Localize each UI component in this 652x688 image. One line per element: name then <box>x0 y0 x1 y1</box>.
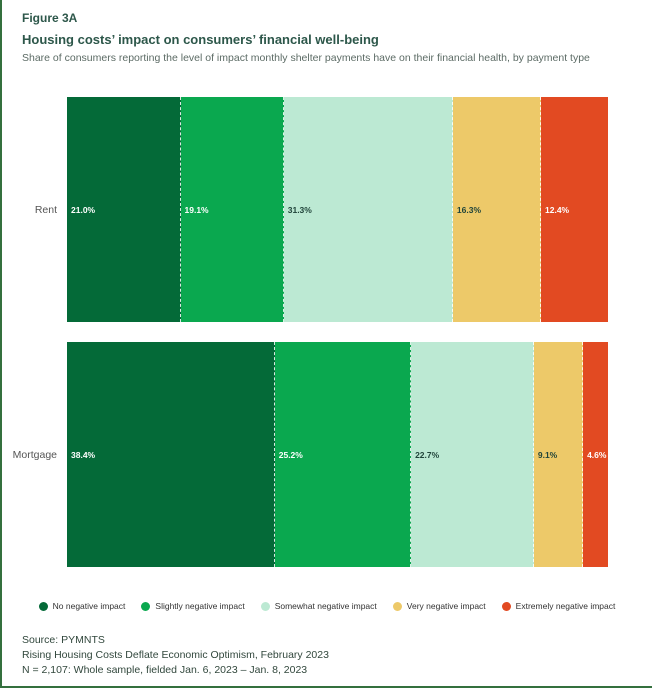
legend-item: Extremely negative impact <box>501 601 616 611</box>
legend-label: Extremely negative impact <box>515 601 616 611</box>
chart-legend: No negative impact Slightly negative impa… <box>2 601 652 611</box>
sample-line: N = 2,107: Whole sample, fielded Jan. 6,… <box>22 664 308 676</box>
legend-label: Slightly negative impact <box>155 601 245 611</box>
bar-segment: 16.3% <box>452 97 541 322</box>
stacked-bar: 21.0% 19.1% 31.3% 16.3% 12.4% <box>67 97 609 322</box>
segment-value-label: 9.1% <box>537 449 558 460</box>
legend-dot-icon <box>392 601 402 611</box>
category-label: Rent <box>34 203 57 216</box>
figure-label: Figure 3A <box>22 11 78 25</box>
bar-segment: 25.2% <box>274 342 412 567</box>
legend-dot-icon <box>38 601 48 611</box>
legend-dot-icon <box>501 601 511 611</box>
segment-value-label: 4.6% <box>587 449 607 460</box>
segment-value-label: 38.4% <box>71 449 96 460</box>
legend-item: Very negative impact <box>392 601 486 611</box>
legend-dot-icon <box>260 601 270 611</box>
chart-footer: Source: PYMNTS Rising Housing Costs Defl… <box>22 633 329 678</box>
segment-value-label: 19.1% <box>184 204 209 215</box>
source-line: Source: PYMNTS <box>22 634 105 646</box>
bar-row-rent: Rent 21.0% 19.1% 31.3% 16.3% 12.4% <box>2 97 609 322</box>
stacked-bar: 38.4% 25.2% 22.7% 9.1% 4.6% <box>67 342 608 567</box>
stacked-bar-chart: Rent 21.0% 19.1% 31.3% 16.3% 12.4% Mortgage 38.… <box>2 97 652 567</box>
segment-value-label: 12.4% <box>545 204 570 215</box>
report-line: Rising Housing Costs Deflate Economic Op… <box>22 649 329 661</box>
bar-segment: 31.3% <box>283 97 453 322</box>
bar-segment: 19.1% <box>180 97 284 322</box>
legend-item: Somewhat negative impact <box>260 601 377 611</box>
legend-label: Somewhat negative impact <box>274 601 377 611</box>
bar-segment: 22.7% <box>411 342 534 567</box>
legend-dot-icon <box>141 601 151 611</box>
page-title: Housing costs’ impact on consumers’ fina… <box>22 32 379 47</box>
segment-value-label: 25.2% <box>278 449 303 460</box>
bar-segment: 38.4% <box>67 342 275 567</box>
bar-segment: 21.0% <box>67 97 181 322</box>
segment-value-label: 22.7% <box>415 449 440 460</box>
segment-value-label: 21.0% <box>71 204 96 215</box>
segment-value-label: 16.3% <box>456 204 482 215</box>
bar-segment: 12.4% <box>541 97 609 322</box>
legend-label: No negative impact <box>52 601 126 611</box>
legend-item: No negative impact <box>38 601 126 611</box>
category-label: Mortgage <box>12 448 57 461</box>
chart-header: Figure 3A Housing costs’ impact on consu… <box>2 0 652 64</box>
legend-item: Slightly negative impact <box>141 601 245 611</box>
legend-label: Very negative impact <box>406 601 486 611</box>
page-subtitle: Share of consumers reporting the level o… <box>22 52 590 64</box>
segment-value-label: 31.3% <box>287 204 312 215</box>
bar-segment: 9.1% <box>533 342 584 567</box>
bar-segment: 4.6% <box>583 342 608 567</box>
bar-row-mortgage: Mortgage 38.4% 25.2% 22.7% 9.1% 4.6% <box>2 342 608 567</box>
